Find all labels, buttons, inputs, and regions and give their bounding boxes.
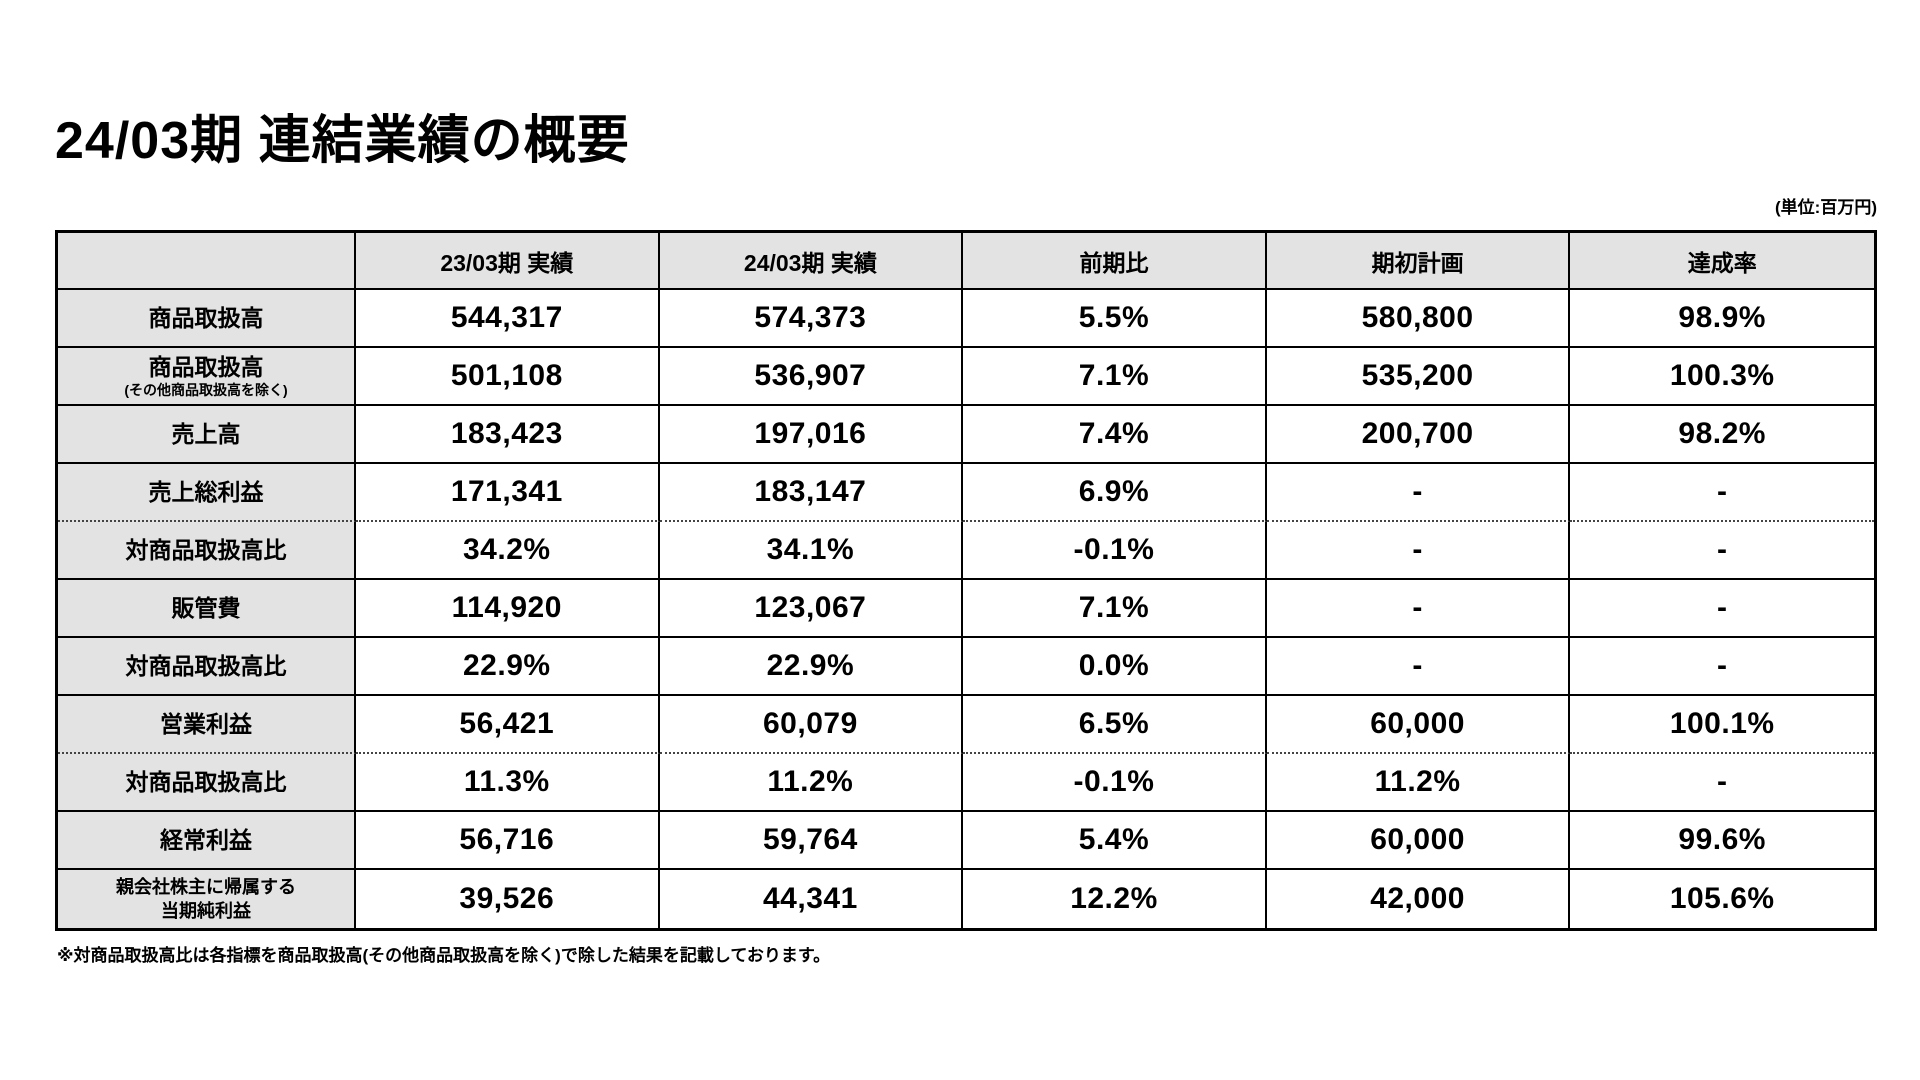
value-cell: 7.1%: [963, 580, 1267, 638]
value-cell: -: [1570, 522, 1874, 580]
row-label: 経常利益: [58, 812, 356, 870]
value-cell: 42,000: [1266, 870, 1571, 928]
row-label: 売上総利益: [58, 464, 356, 522]
table-row: 売上総利益 171,341 183,147 6.9% - -: [58, 464, 1874, 522]
row-label: 販管費: [58, 580, 356, 638]
value-cell: -0.1%: [963, 754, 1267, 812]
row-sublabel: (その他商品取扱高を除く): [124, 381, 288, 398]
value-cell: 56,716: [356, 812, 660, 870]
value-cell: 544,317: [356, 290, 660, 348]
row-label: 対商品取扱高比: [58, 522, 356, 580]
value-cell: -: [1266, 522, 1571, 580]
table-row: 対商品取扱高比 34.2% 34.1% -0.1% - -: [58, 522, 1874, 580]
value-cell: 11.3%: [356, 754, 660, 812]
value-cell: -: [1266, 638, 1571, 696]
value-cell: 99.6%: [1570, 812, 1874, 870]
value-cell: 60,079: [659, 696, 964, 754]
value-cell: 56,421: [356, 696, 660, 754]
value-cell: 183,147: [659, 464, 964, 522]
header-row: 23/03期 実績 24/03期 実績 前期比 期初計画 達成率: [58, 233, 1874, 290]
value-cell: 60,000: [1266, 696, 1571, 754]
value-cell: 535,200: [1266, 348, 1571, 406]
column-header: 達成率: [1570, 233, 1874, 290]
row-label: 営業利益: [58, 696, 356, 754]
value-cell: -: [1570, 638, 1874, 696]
results-table: 23/03期 実績 24/03期 実績 前期比 期初計画 達成率 商品取扱高 544,31…: [55, 230, 1877, 931]
value-cell: 98.2%: [1570, 406, 1874, 464]
column-header: 前期比: [963, 233, 1267, 290]
table-row: 売上高 183,423 197,016 7.4% 200,700 98.2%: [58, 406, 1874, 464]
table-row: 対商品取扱高比 11.3% 11.2% -0.1% 11.2% -: [58, 754, 1874, 812]
value-cell: -: [1266, 464, 1571, 522]
value-cell: 123,067: [659, 580, 964, 638]
value-cell: 114,920: [356, 580, 660, 638]
footnote: ※対商品取扱高比は各指標を商品取扱高(その他商品取扱高を除く)で除した結果を記載…: [57, 946, 831, 965]
row-label: 親会社株主に帰属する 当期純利益: [58, 870, 356, 928]
value-cell: -0.1%: [963, 522, 1267, 580]
table-row: 親会社株主に帰属する 当期純利益 39,526 44,341 12.2% 42,000 10…: [58, 870, 1874, 928]
row-label: 売上高: [58, 406, 356, 464]
row-label: 商品取扱高: [58, 290, 356, 348]
table-row: 経常利益 56,716 59,764 5.4% 60,000 99.6%: [58, 812, 1874, 870]
value-cell: -: [1570, 464, 1874, 522]
value-cell: -: [1266, 580, 1571, 638]
value-cell: 44,341: [659, 870, 964, 928]
value-cell: 22.9%: [356, 638, 660, 696]
page-title: 24/03期 連結業績の概要: [55, 112, 630, 170]
table-row: 営業利益 56,421 60,079 6.5% 60,000 100.1%: [58, 696, 1874, 754]
value-cell: 7.4%: [963, 406, 1267, 464]
value-cell: 580,800: [1266, 290, 1571, 348]
value-cell: -: [1570, 580, 1874, 638]
value-cell: 197,016: [659, 406, 964, 464]
table-row: 商品取扱高 (その他商品取扱高を除く) 501,108 536,907 7.1% 535,…: [58, 348, 1874, 406]
value-cell: 60,000: [1266, 812, 1571, 870]
column-header: 24/03期 実績: [659, 233, 964, 290]
value-cell: 200,700: [1266, 406, 1571, 464]
value-cell: 100.1%: [1570, 696, 1874, 754]
value-cell: 6.9%: [963, 464, 1267, 522]
row-label: 対商品取扱高比: [58, 638, 356, 696]
value-cell: 12.2%: [963, 870, 1267, 928]
table-row: 商品取扱高 544,317 574,373 5.5% 580,800 98.9%: [58, 290, 1874, 348]
column-header: 23/03期 実績: [356, 233, 660, 290]
value-cell: 39,526: [356, 870, 660, 928]
column-header: 期初計画: [1266, 233, 1571, 290]
value-cell: 11.2%: [1266, 754, 1571, 812]
value-cell: 59,764: [659, 812, 964, 870]
value-cell: 501,108: [356, 348, 660, 406]
value-cell: 105.6%: [1570, 870, 1874, 928]
table-row: 対商品取扱高比 22.9% 22.9% 0.0% - -: [58, 638, 1874, 696]
value-cell: 6.5%: [963, 696, 1267, 754]
value-cell: 574,373: [659, 290, 964, 348]
value-cell: -: [1570, 754, 1874, 812]
row-label: 商品取扱高 (その他商品取扱高を除く): [58, 348, 356, 406]
table-row: 販管費 114,920 123,067 7.1% - -: [58, 580, 1874, 638]
value-cell: 183,423: [356, 406, 660, 464]
value-cell: 98.9%: [1570, 290, 1874, 348]
value-cell: 34.1%: [659, 522, 964, 580]
value-cell: 22.9%: [659, 638, 964, 696]
value-cell: 5.4%: [963, 812, 1267, 870]
row-label: 対商品取扱高比: [58, 754, 356, 812]
table-header: 23/03期 実績 24/03期 実績 前期比 期初計画 達成率: [58, 233, 1874, 290]
value-cell: 34.2%: [356, 522, 660, 580]
value-cell: 171,341: [356, 464, 660, 522]
table-body: 商品取扱高 544,317 574,373 5.5% 580,800 98.9% 商品取扱高…: [58, 290, 1874, 928]
value-cell: 100.3%: [1570, 348, 1874, 406]
value-cell: 7.1%: [963, 348, 1267, 406]
value-cell: 536,907: [659, 348, 964, 406]
value-cell: 5.5%: [963, 290, 1267, 348]
value-cell: 11.2%: [659, 754, 964, 812]
unit-label: (単位:百万円): [1775, 198, 1877, 217]
value-cell: 0.0%: [963, 638, 1267, 696]
corner-cell: [58, 233, 356, 290]
